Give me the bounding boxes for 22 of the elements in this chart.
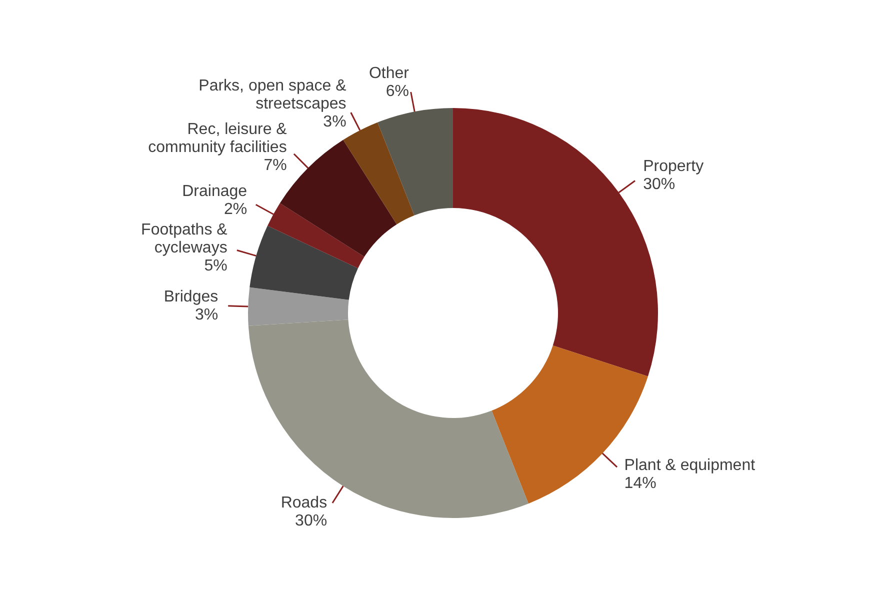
donut-slice bbox=[248, 287, 349, 326]
donut-slice bbox=[378, 108, 453, 216]
slice-label: Parks, open space & streetscapes bbox=[198, 78, 347, 113]
data-label: 2% bbox=[224, 200, 248, 218]
data-label: 3% bbox=[323, 114, 346, 131]
slice-label: Rec, leisure & community facilities bbox=[148, 120, 288, 156]
data-label: 14% bbox=[624, 474, 656, 492]
data-label: 7% bbox=[264, 156, 287, 174]
data-label: 5% bbox=[204, 257, 228, 274]
slice-label: Footpaths & cycleways bbox=[141, 221, 228, 256]
slice-label: Property bbox=[643, 158, 704, 175]
donut-slice bbox=[250, 226, 358, 300]
slice-label: Roads bbox=[280, 494, 328, 512]
data-label: 30% bbox=[643, 176, 676, 193]
data-label: 6% bbox=[386, 83, 409, 100]
data-label: 3% bbox=[194, 306, 218, 324]
data-label: 30% bbox=[295, 512, 328, 530]
slice-label: Plant & equipment bbox=[624, 456, 756, 474]
donut-slice bbox=[268, 203, 364, 268]
slice-label: Other bbox=[368, 65, 410, 82]
slice-label: Bridges bbox=[164, 288, 218, 306]
slice-label: Drainage bbox=[182, 182, 248, 200]
